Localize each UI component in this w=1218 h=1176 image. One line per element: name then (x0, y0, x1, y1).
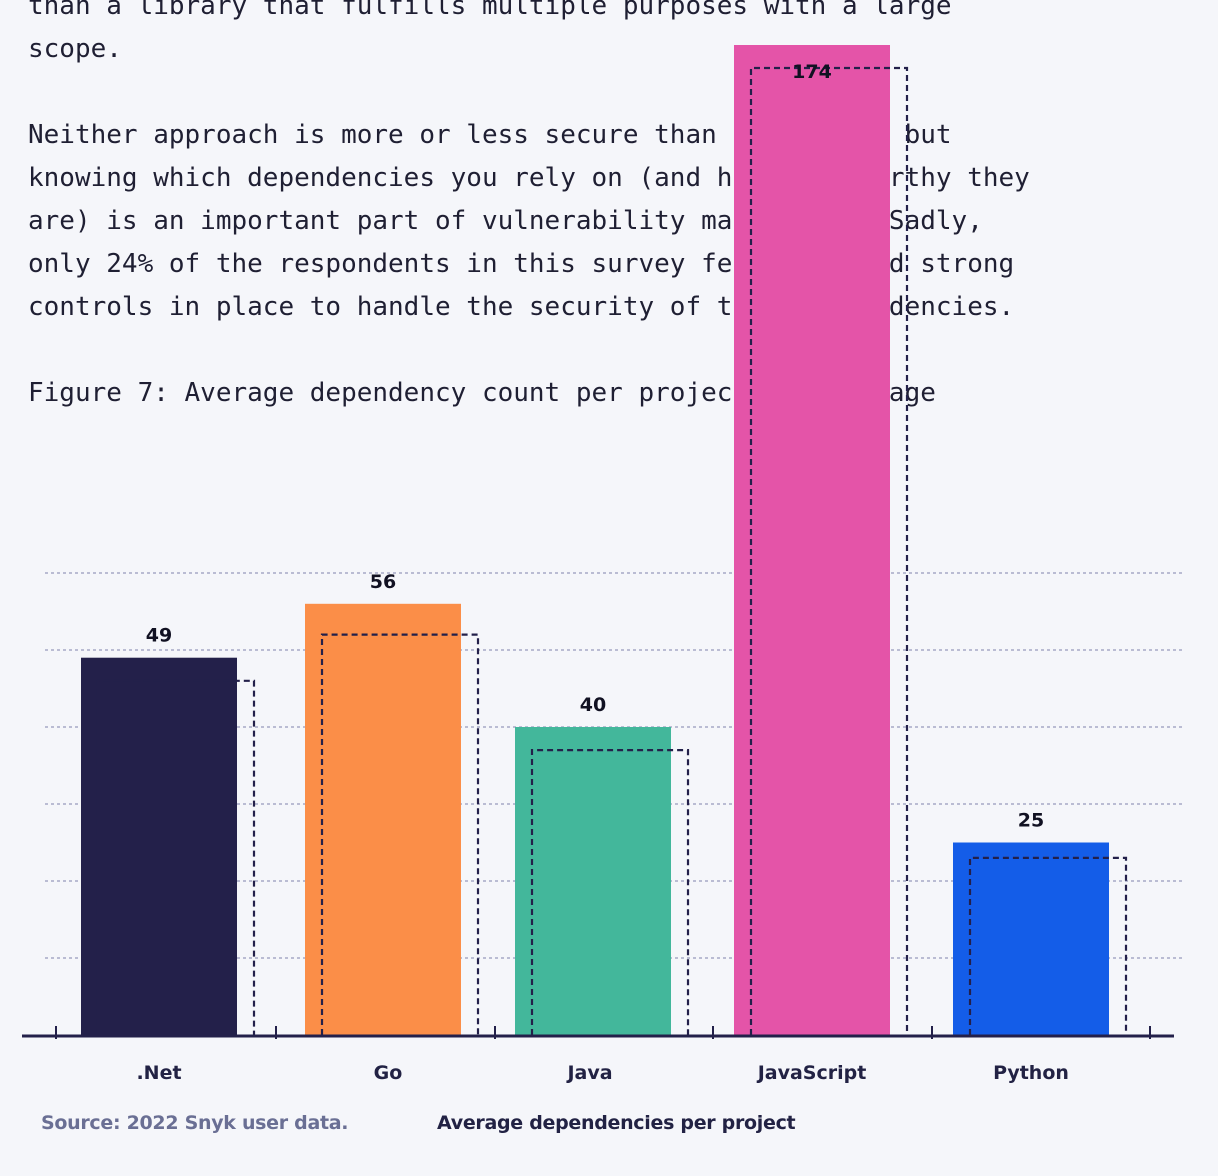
category-label: Python (993, 1062, 1069, 1084)
bar-net (81, 657, 237, 1035)
data-label: 56 (370, 571, 396, 593)
category-label: JavaScript (756, 1062, 867, 1084)
comparison-outline (968, 856, 1128, 1035)
bar-javascript (734, 45, 890, 1035)
data-label: 25 (1018, 810, 1044, 832)
comparison-outline (320, 633, 480, 1035)
text-line: than a library that fulfills multiple pu… (28, 0, 952, 21)
data-label: 174 (792, 61, 832, 83)
bar-python (953, 842, 1109, 1035)
x-axis-title: Average dependencies per project (437, 1112, 796, 1134)
bar-go (305, 603, 461, 1035)
category-label: Java (565, 1062, 612, 1084)
category-label: .Net (136, 1062, 181, 1084)
text-line: are) is an important part of vulnerabili… (28, 206, 983, 236)
data-label: 49 (146, 625, 172, 647)
comparison-outline (96, 679, 256, 1035)
source-note: Source: 2022 Snyk user data. (41, 1112, 349, 1134)
bar-java (515, 727, 671, 1035)
data-label: 40 (580, 694, 606, 716)
comparison-outline (749, 66, 909, 1035)
category-label: Go (374, 1062, 403, 1084)
comparison-outline (530, 749, 690, 1035)
text-line: scope. (28, 34, 122, 64)
